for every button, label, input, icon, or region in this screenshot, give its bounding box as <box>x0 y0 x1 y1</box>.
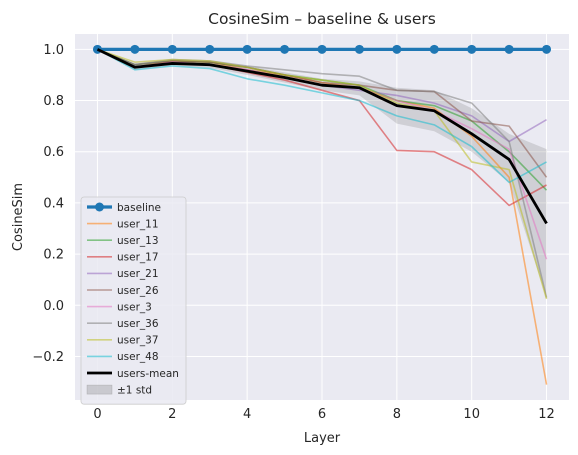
series-line-user-48 <box>97 48 547 184</box>
baseline-point <box>242 44 252 54</box>
x-axis-ticks: 0 2 4 6 8 10 12 <box>93 407 555 422</box>
series-layer <box>92 44 552 385</box>
baseline-point <box>429 44 439 54</box>
users-mean-line <box>96 48 548 225</box>
legend-label: user_3 <box>117 301 152 313</box>
x-tick-label: 6 <box>318 407 326 422</box>
legend-label: users-mean <box>117 368 179 380</box>
y-tick-label: −0.2 <box>32 350 64 365</box>
legend-label: baseline <box>117 202 161 214</box>
legend-label: user_21 <box>117 268 159 280</box>
baseline-point <box>167 44 177 54</box>
x-tick-label: 12 <box>538 407 555 422</box>
y-tick-label: 0.0 <box>43 299 64 314</box>
legend-label: user_11 <box>117 218 159 230</box>
legend-label: user_26 <box>117 285 159 297</box>
baseline-point <box>205 44 215 54</box>
baseline-point <box>392 44 402 54</box>
y-tick-label: 1.0 <box>43 43 64 58</box>
baseline-point <box>467 44 477 54</box>
x-tick-label: 2 <box>168 407 176 422</box>
baseline-point <box>504 44 514 54</box>
y-tick-label: 0.8 <box>43 94 64 109</box>
y-axis-label: CosineSim <box>11 183 26 251</box>
x-tick-label: 4 <box>243 407 251 422</box>
x-axis-label: Layer <box>304 431 341 446</box>
baseline-point <box>542 44 552 54</box>
legend-label: user_17 <box>117 252 159 264</box>
legend: baseline user_11 user_13 user_17 user_21user… <box>80 196 187 405</box>
legend-label: user_36 <box>117 318 159 330</box>
y-tick-label: 0.2 <box>43 248 64 263</box>
legend-label: user_37 <box>117 335 159 347</box>
y-axis-ticks: −0.2 0.0 0.2 0.4 0.6 0.8 1.0 <box>32 43 64 365</box>
baseline-point <box>130 44 140 54</box>
series-line-user-26 <box>97 48 548 178</box>
series-line-user-37 <box>97 48 548 300</box>
y-tick-label: 0.6 <box>43 145 64 160</box>
baseline-point <box>280 44 290 54</box>
baseline-point <box>354 44 364 54</box>
x-tick-label: 0 <box>93 407 101 422</box>
legend-marker-baseline <box>95 202 104 212</box>
legend-label: user_48 <box>117 351 159 363</box>
legend-swatch-std-band <box>86 384 113 395</box>
legend-label: ±1 std <box>117 384 152 396</box>
chart-title: CosineSim – baseline & users <box>208 10 436 28</box>
x-tick-label: 8 <box>393 407 401 422</box>
y-tick-label: 0.4 <box>43 196 64 211</box>
x-tick-label: 10 <box>463 407 480 422</box>
legend-label: user_13 <box>117 235 159 247</box>
legend-box <box>80 196 187 405</box>
baseline-point <box>317 44 327 54</box>
